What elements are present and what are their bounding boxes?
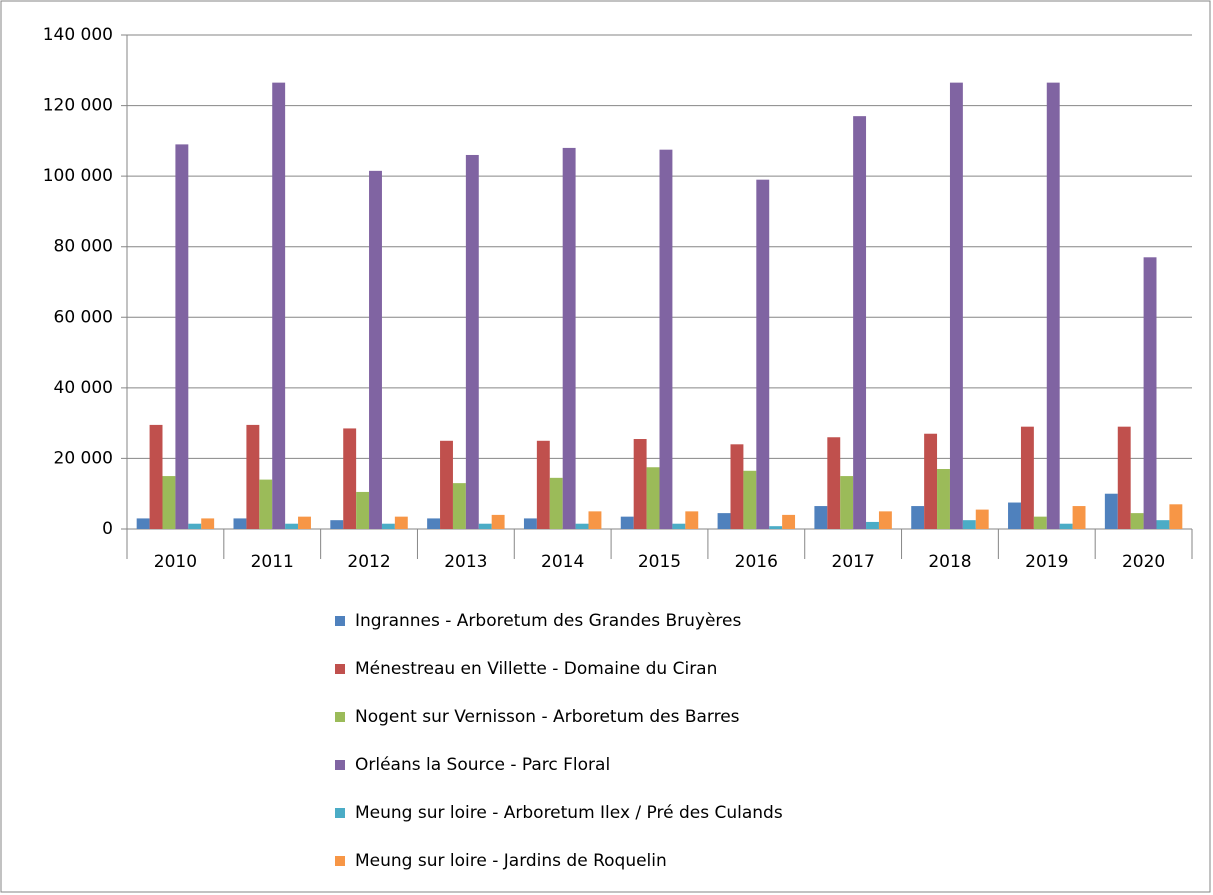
legend-label: Meung sur loire - Arboretum Ilex / Pré d…: [355, 803, 783, 823]
bar: [827, 437, 841, 529]
bar: [730, 444, 744, 529]
y-tick-label: 80 000: [54, 237, 113, 257]
bar: [685, 511, 699, 529]
bar: [298, 516, 311, 529]
legend-swatch: [335, 760, 345, 770]
legend-swatch: [335, 664, 345, 674]
x-tick-label: 2010: [154, 552, 197, 572]
legend-label: Orléans la Source - Parc Floral: [355, 755, 610, 775]
bar: [853, 116, 867, 530]
bar: [162, 476, 176, 529]
legend-swatch: [335, 712, 345, 722]
bar: [924, 433, 938, 529]
x-tick-label: 2019: [1025, 552, 1068, 572]
y-tick-label: 40 000: [54, 378, 113, 398]
bar: [633, 439, 647, 529]
bar: [562, 147, 576, 529]
bar: [782, 514, 796, 529]
bar: [1104, 493, 1118, 529]
legend-swatch: [335, 808, 345, 818]
bar: [201, 518, 215, 529]
bar: [1169, 504, 1183, 529]
bar: [659, 149, 673, 529]
x-tick-label: 2020: [1122, 552, 1165, 572]
y-tick-label: 140 000: [43, 25, 113, 45]
bar: [1072, 506, 1086, 529]
x-tick-label: 2011: [251, 552, 294, 572]
bar: [975, 509, 989, 529]
bar: [743, 470, 757, 529]
bar: [478, 523, 492, 529]
bar: [1008, 502, 1021, 529]
bar: [672, 523, 686, 529]
bar: [285, 523, 299, 529]
bar: [575, 523, 589, 529]
bar: [465, 154, 479, 529]
legend-swatch: [335, 856, 345, 866]
bar: [149, 424, 163, 529]
bar: [136, 518, 150, 529]
bar: [949, 82, 963, 529]
bar: [769, 526, 783, 529]
legend-label: Ménestreau en Villette - Domaine du Cira…: [355, 659, 717, 679]
bar: [440, 440, 453, 529]
x-tick-label: 2012: [347, 552, 390, 572]
bar: [452, 483, 466, 529]
bar: [188, 523, 202, 529]
bar: [1020, 426, 1034, 529]
y-tick-label: 100 000: [43, 166, 113, 186]
bar: [620, 516, 634, 529]
bar: [259, 479, 273, 529]
legend-label: Meung sur loire - Jardins de Roquelin: [355, 851, 667, 871]
legend-label: Ingrannes - Arboretum des Grandes Bruyèr…: [355, 611, 741, 631]
bar: [272, 82, 286, 529]
bar: [381, 523, 395, 529]
y-tick-label: 0: [102, 519, 113, 539]
bar: [646, 467, 660, 529]
x-tick-label: 2014: [541, 552, 584, 572]
legend-label: Nogent sur Vernisson - Arboretum des Bar…: [355, 707, 740, 727]
x-tick-label: 2017: [832, 552, 875, 572]
bar: [1033, 516, 1047, 529]
legend-swatch: [335, 616, 345, 626]
x-tick-label: 2013: [444, 552, 487, 572]
bar: [814, 506, 828, 529]
bar: [717, 513, 731, 529]
bar: [343, 428, 357, 529]
bar: [878, 511, 892, 529]
bar: [330, 520, 344, 529]
bar: [1156, 520, 1170, 529]
bar: [233, 518, 247, 529]
bar: [246, 424, 260, 529]
bar: [911, 506, 925, 529]
bar: [536, 440, 550, 529]
bar: [356, 491, 370, 529]
bar: [394, 516, 408, 529]
bar: [1059, 523, 1073, 529]
bar: [1046, 82, 1060, 529]
bar: [1130, 513, 1144, 529]
bar: [588, 511, 602, 529]
bar: [866, 521, 879, 529]
bar: [1143, 257, 1157, 529]
bar: [491, 514, 505, 529]
y-tick-label: 20 000: [54, 448, 113, 468]
x-tick-label: 2018: [928, 552, 971, 572]
bar: [369, 170, 382, 529]
bar: [523, 518, 537, 529]
bar: [175, 144, 189, 529]
bar: [756, 179, 770, 529]
bar: [549, 477, 563, 529]
bar: [840, 476, 854, 529]
bar: [1117, 426, 1131, 529]
bar: [962, 520, 976, 529]
bar: [427, 518, 441, 529]
x-tick-label: 2016: [735, 552, 778, 572]
y-tick-label: 60 000: [54, 307, 113, 327]
x-tick-label: 2015: [638, 552, 681, 572]
y-tick-label: 120 000: [43, 96, 113, 116]
bar: [937, 469, 950, 529]
